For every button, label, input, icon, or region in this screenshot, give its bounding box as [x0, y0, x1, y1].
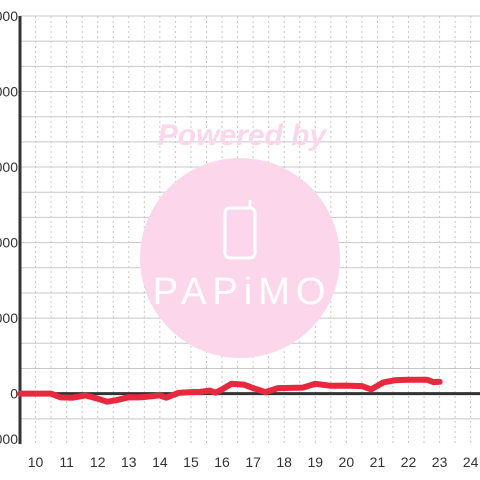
- phone-icon: [223, 200, 257, 260]
- x-tick-label: 16: [214, 454, 230, 470]
- x-tick-label: 20: [339, 454, 355, 470]
- x-tick-label: 23: [432, 454, 448, 470]
- y-tick-label: 30,000: [0, 310, 18, 326]
- x-tick-label: 11: [59, 454, 74, 470]
- grid-lines: [20, 15, 480, 444]
- y-tick-label: 150,000: [0, 8, 18, 24]
- x-tick-label: 17: [245, 454, 261, 470]
- x-tick-label: 22: [401, 454, 417, 470]
- x-tick-label: 13: [121, 454, 137, 470]
- x-tick-label: 24: [463, 454, 479, 470]
- watermark-text: Powered by: [158, 119, 328, 152]
- y-tick-label: 120,000: [0, 84, 18, 100]
- axes: [18, 16, 480, 444]
- y-tick-labels: 150,000 120,000 90,000 60,000 30,000 0 -20,000: [0, 8, 18, 447]
- series-line-1: [17, 376, 443, 405]
- y-tick-label: 90,000: [0, 159, 18, 175]
- x-tick-labels: 10 11 12 13 14 15 16 17 18 19 20 21 22 23 24: [28, 454, 479, 470]
- y-tick-label: 60,000: [0, 235, 18, 251]
- x-tick-label: 12: [90, 454, 106, 470]
- x-tick-label: 19: [307, 454, 323, 470]
- y-tick-label: -20,000: [0, 431, 18, 447]
- x-tick-label: 15: [183, 454, 199, 470]
- x-tick-label: 21: [370, 454, 386, 470]
- x-tick-label: 18: [276, 454, 292, 470]
- x-tick-label: 10: [28, 454, 44, 470]
- series-group: [17, 376, 443, 405]
- y-tick-label: 0: [10, 386, 18, 402]
- watermark-brand: PAPiMO: [153, 271, 332, 313]
- x-tick-label: 14: [152, 454, 168, 470]
- watermark: Powered by PAPiMO: [140, 119, 340, 358]
